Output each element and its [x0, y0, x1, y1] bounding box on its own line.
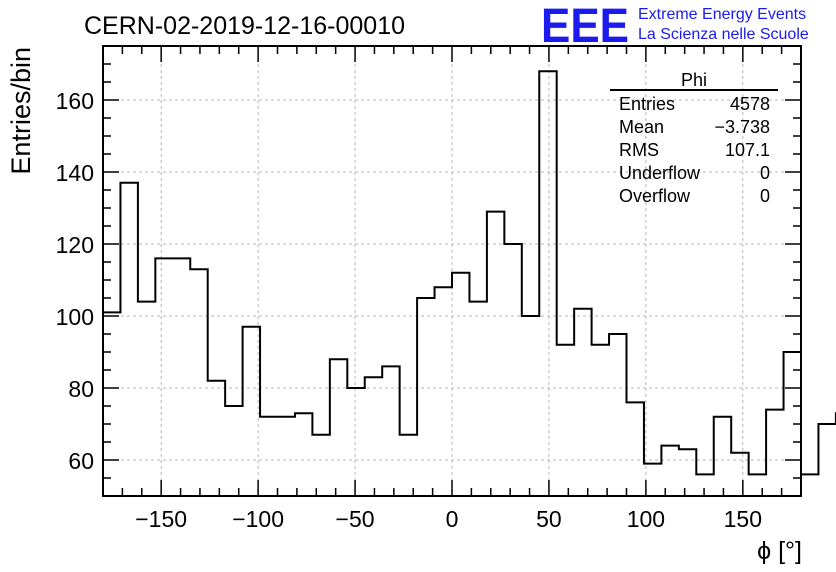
y-tick-label: 100	[56, 304, 94, 330]
logo-line-1: Extreme Energy Events	[638, 6, 806, 23]
y-tick-label: 160	[56, 88, 94, 114]
x-tick-label: 100	[627, 506, 665, 532]
x-tick-label: −50	[336, 506, 375, 532]
stats-title: Phi	[681, 70, 707, 90]
y-tick-label: 120	[56, 232, 94, 258]
stats-box: Phi Entries 4578 Mean −3.738 RMS 107.1 U…	[610, 70, 778, 206]
x-tick-label: −150	[135, 506, 187, 532]
y-axis-title: Entries/bin	[6, 47, 36, 175]
x-tick-label: 0	[446, 506, 459, 532]
histogram-outline	[103, 70, 836, 476]
x-tick-labels: −150 −100 −50 0 50 100 150	[135, 506, 762, 532]
axis-ticks	[102, 45, 802, 497]
stats-label-rms: RMS	[619, 140, 659, 160]
y-tick-label: 140	[56, 160, 94, 186]
stats-label-overflow: Overflow	[619, 186, 691, 206]
grid-lines	[103, 46, 801, 496]
stats-label-entries: Entries	[619, 94, 675, 114]
stats-value-overflow: 0	[760, 186, 770, 206]
x-tick-label: 150	[724, 506, 762, 532]
x-axis-title: ϕ [°]	[757, 537, 802, 565]
stats-value-rms: 107.1	[725, 140, 770, 160]
run-title: CERN-02-2019-12-16-00010	[84, 12, 405, 40]
eee-logo-mark: EEE	[541, 0, 629, 53]
stats-value-underflow: 0	[760, 163, 770, 183]
stats-label-underflow: Underflow	[619, 163, 701, 183]
logo-line-2: La Scienza nelle Scuole	[638, 26, 809, 43]
stats-label-mean: Mean	[619, 117, 664, 137]
y-tick-label: 80	[68, 376, 94, 402]
stats-value-entries: 4578	[730, 94, 770, 114]
y-tick-label: 60	[68, 448, 94, 474]
y-tick-labels: 60 80 100 120 140 160	[56, 88, 94, 474]
plot-frame	[102, 45, 802, 497]
x-tick-label: 50	[536, 506, 562, 532]
stats-value-mean: −3.738	[714, 117, 770, 137]
x-tick-label: −100	[232, 506, 284, 532]
